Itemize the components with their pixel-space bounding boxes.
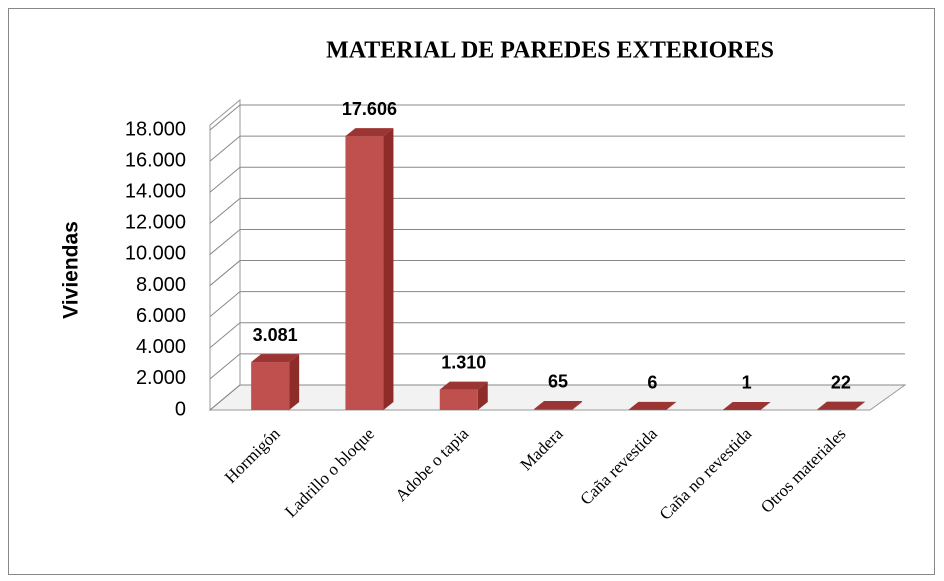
- bar-top: [722, 401, 771, 410]
- grid-line: [209, 291, 905, 318]
- grid-line: [209, 322, 905, 349]
- bar-side: [854, 401, 865, 410]
- y-tick-label: 18.000: [125, 118, 186, 140]
- value-label: 3.081: [253, 325, 298, 345]
- value-label: 1: [742, 373, 752, 393]
- grid-line: [209, 197, 905, 224]
- value-label: 1.310: [441, 352, 486, 372]
- grid-line: [209, 353, 905, 380]
- grid-line: [209, 104, 905, 131]
- bar: [251, 362, 290, 410]
- bar-top: [439, 381, 488, 390]
- bar-side: [760, 401, 771, 410]
- value-label: 22: [831, 372, 851, 392]
- bar: [345, 136, 384, 410]
- y-tick-label: 12.000: [125, 212, 186, 234]
- left-wall: [209, 98, 241, 412]
- chart-title: MATERIAL DE PAREDES EXTERIORES: [326, 38, 774, 64]
- bar-top: [345, 128, 394, 137]
- bar: [534, 408, 573, 410]
- y-tick-label: 8.000: [136, 274, 186, 296]
- bar-side: [666, 401, 677, 410]
- grid-line: [209, 260, 905, 286]
- y-tick-label: 0: [175, 398, 186, 420]
- value-label: 6: [647, 373, 657, 393]
- bar-side: [383, 128, 394, 410]
- y-tick-label: 2.000: [136, 367, 186, 389]
- y-axis-title: Viviendas: [60, 221, 83, 319]
- grid-line: [209, 166, 905, 193]
- y-tick-label: 6.000: [136, 305, 186, 327]
- y-tick-label: 16.000: [125, 149, 186, 171]
- bar-side: [289, 354, 300, 410]
- grid-line: [209, 384, 905, 411]
- value-label: 65: [548, 372, 568, 392]
- y-tick-label: 10.000: [125, 243, 186, 265]
- bar-top: [816, 401, 865, 410]
- bar: [439, 389, 478, 410]
- grid-line: [209, 135, 905, 162]
- grid-line: [209, 228, 905, 255]
- bar-side: [572, 400, 583, 410]
- value-label: 17.606: [342, 99, 397, 119]
- bar-top: [534, 400, 583, 409]
- bar-top: [628, 401, 677, 410]
- bar-top: [251, 354, 300, 363]
- bar-side: [477, 381, 488, 410]
- y-tick-label: 4.000: [136, 336, 186, 358]
- y-tick-label: 14.000: [125, 181, 186, 203]
